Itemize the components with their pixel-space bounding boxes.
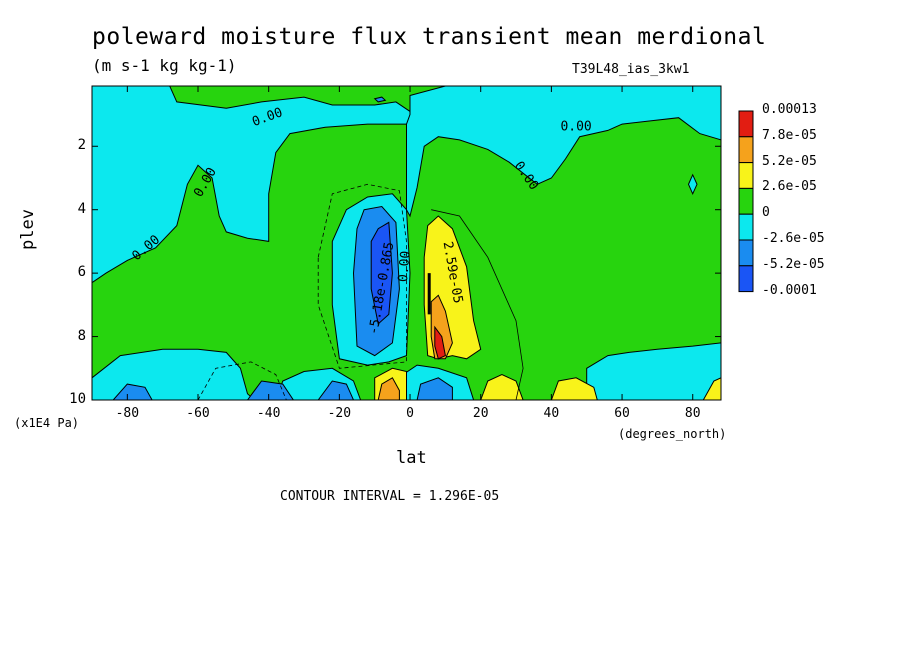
colorbar-swatch-2 bbox=[738, 162, 754, 189]
x-tick-label--20: -20 bbox=[327, 406, 352, 421]
x-tick-label--60: -60 bbox=[186, 406, 210, 421]
contour-neg-1 bbox=[317, 183, 407, 369]
colorbar-label-4: 0 bbox=[762, 205, 770, 221]
colorbar-label-0: 0.00013 bbox=[762, 102, 817, 117]
y-tick-label-6: 6 bbox=[77, 264, 86, 281]
plot-frame bbox=[91, 85, 722, 401]
contour-label-6: 0.00 bbox=[396, 250, 414, 283]
colorbar-label-5: -2.6e-05 bbox=[762, 231, 825, 246]
yellow-surface-85n bbox=[702, 377, 721, 400]
blue-surface-south-b bbox=[246, 380, 295, 400]
axis-ticks bbox=[92, 86, 721, 401]
x-tick-label-40: 40 bbox=[543, 406, 560, 421]
x-tick-label-60: 60 bbox=[614, 406, 630, 421]
colorbar-swatch-3 bbox=[738, 187, 754, 215]
y-tick-label-10: 10 bbox=[69, 391, 86, 407]
contour-neg-2 bbox=[197, 361, 287, 400]
x-axis-title: lat bbox=[396, 448, 427, 468]
colorbar-label-6: -5.2e-05 bbox=[762, 256, 825, 272]
x-tick-label-20: 20 bbox=[472, 406, 489, 421]
colorbar-swatch-0 bbox=[738, 110, 754, 138]
colorbar-swatch-4 bbox=[738, 213, 754, 241]
x-tick-label--40: -40 bbox=[256, 406, 281, 421]
colorbar-swatch-1 bbox=[738, 136, 754, 164]
colorbar-label-2: 5.2e-05 bbox=[762, 153, 817, 169]
contour-fill-group bbox=[92, 86, 721, 400]
x-tick-label--80: -80 bbox=[115, 406, 140, 421]
chart-units: (m s-1 kg kg-1) bbox=[92, 56, 237, 75]
cyan-region-lower-right bbox=[586, 342, 721, 400]
cyan-region-southwest bbox=[92, 86, 411, 284]
colorbar bbox=[738, 110, 754, 293]
contour-label-3: 0.00 bbox=[560, 119, 591, 134]
cyan-diamond-80n bbox=[687, 173, 698, 196]
cyan-region-northeast bbox=[406, 86, 721, 218]
yellow-surface-45n bbox=[550, 377, 598, 400]
colorbar-label-3: 2.6e-05 bbox=[762, 179, 817, 195]
blue-patch-top bbox=[373, 96, 387, 103]
blue-surface-south-c bbox=[317, 380, 355, 400]
y-tick-label-4: 4 bbox=[77, 200, 86, 217]
contour-pos-thin bbox=[431, 209, 524, 400]
contour-max-marker bbox=[427, 273, 431, 315]
x-tick-label-0: 0 bbox=[406, 406, 414, 421]
y-tick-label-8: 8 bbox=[77, 327, 86, 344]
colorbar-label-1: 7.8e-05 bbox=[762, 127, 817, 143]
y-tick-label-2: 2 bbox=[77, 137, 86, 154]
y-axis-units: (x1E4 Pa) bbox=[14, 416, 80, 430]
run-name: T39L48_ias_3kw1 bbox=[572, 62, 690, 77]
colorbar-label-7: -0.0001 bbox=[762, 282, 817, 298]
colorbar-swatch-5 bbox=[738, 239, 754, 267]
blue-surface-central bbox=[416, 377, 453, 400]
chart-title: poleward moisture flux transient mean me… bbox=[92, 24, 767, 50]
darkblue-core-central bbox=[370, 221, 393, 325]
contour-interval: CONTOUR INTERVAL = 1.296E-05 bbox=[280, 489, 500, 504]
yellow-surface-20n bbox=[480, 374, 524, 400]
red-core-north bbox=[434, 325, 446, 360]
y-axis-title: plev bbox=[18, 209, 38, 250]
orange-surface-south bbox=[377, 377, 400, 400]
blue-surface-south-a bbox=[112, 383, 153, 400]
x-axis-units: (degrees_north) bbox=[618, 427, 727, 441]
x-tick-label-80: 80 bbox=[684, 406, 701, 421]
colorbar-swatch-6 bbox=[738, 265, 754, 293]
